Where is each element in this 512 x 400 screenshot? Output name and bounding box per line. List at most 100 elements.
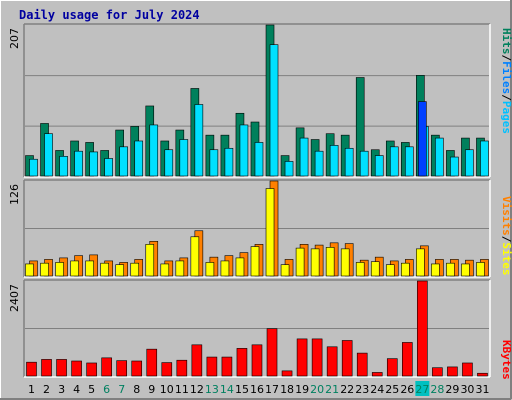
bar-sites-day-28 (431, 263, 440, 277)
day-label-5: 5 (88, 383, 95, 396)
bar-files-day-2 (44, 133, 53, 177)
bar-sites-day-26 (401, 262, 410, 277)
bar-files-day-30 (465, 149, 474, 177)
bar-kbytes-day-26 (402, 342, 413, 377)
bar-sites-day-6 (100, 262, 109, 277)
bar-files-day-28 (435, 137, 444, 177)
bar-kbytes-day-21 (326, 346, 338, 377)
bar-files-day-25 (389, 146, 399, 177)
bar-files-day-29 (450, 156, 459, 177)
bar-kbytes-day-29 (447, 366, 458, 377)
bar-files-day-1 (29, 158, 38, 177)
day-label-9: 9 (148, 383, 155, 396)
bar-kbytes-day-14 (221, 356, 233, 377)
day-label-21: 21 (325, 383, 339, 396)
bar-sites-day-29 (446, 262, 455, 277)
bar-kbytes-day-3 (56, 359, 67, 377)
bar-files-day-17 (269, 44, 279, 177)
bar-sites-day-11 (175, 260, 185, 277)
bar-sites-day-23 (355, 262, 365, 277)
bar-sites-day-15 (235, 257, 245, 277)
bar-files-day-15 (239, 124, 249, 177)
day-label-2: 2 (43, 383, 50, 396)
bar-kbytes-day-5 (86, 362, 97, 377)
bar-kbytes-day-23 (356, 352, 368, 377)
bar-sites-day-19 (295, 247, 305, 277)
bar-files-day-10 (164, 149, 174, 177)
bar-kbytes-day-6 (101, 357, 112, 377)
bar-kbytes-day-22 (341, 340, 353, 377)
bar-sites-day-20 (310, 248, 320, 277)
bar-files-day-4 (74, 150, 83, 177)
bar-sites-day-22 (340, 248, 350, 277)
day-label-20: 20 (310, 383, 324, 396)
bar-sites-day-1 (25, 263, 34, 277)
legend-entry: / (500, 236, 512, 243)
day-label-7: 7 (118, 383, 125, 396)
bar-sites-day-3 (55, 262, 64, 277)
day-label-8: 8 (133, 383, 140, 396)
bar-kbytes-day-4 (71, 360, 82, 377)
bar-sites-day-7 (115, 264, 124, 277)
day-label-1: 1 (28, 383, 35, 396)
legend-entry: Pages (500, 101, 512, 134)
day-label-26: 26 (400, 383, 414, 396)
bar-files-day-22 (344, 147, 354, 177)
bar-kbytes-day-20 (311, 338, 323, 377)
bar-kbytes-day-8 (131, 360, 143, 377)
day-label-6: 6 (103, 383, 110, 396)
y-max-label: 2407 (8, 284, 21, 312)
day-label-12: 12 (190, 383, 204, 396)
bar-kbytes-day-1 (26, 361, 37, 377)
legend-entry: Files (500, 61, 512, 94)
legend-kbytes: KBytes (500, 340, 512, 380)
bar-kbytes-day-19 (296, 338, 308, 377)
day-label-30: 30 (460, 383, 474, 396)
bar-sites-day-8 (130, 262, 140, 277)
bar-kbytes-day-11 (176, 359, 188, 377)
day-label-22: 22 (340, 383, 354, 396)
bar-sites-day-13 (205, 262, 215, 277)
bar-sites-day-4 (70, 260, 79, 277)
bar-files-day-31 (480, 140, 489, 177)
day-label-27: 27 (415, 383, 429, 396)
bar-kbytes-day-15 (236, 348, 248, 377)
bar-sites-day-18 (280, 264, 290, 277)
chart-title: Daily usage for July 2024 (19, 8, 200, 22)
today-highlight (415, 381, 430, 396)
bar-kbytes-day-18 (281, 370, 293, 377)
bar-files-day-26 (405, 146, 414, 177)
bar-kbytes-day-7 (116, 360, 127, 377)
bar-files-day-9 (149, 124, 159, 177)
bar-sites-day-9 (145, 244, 155, 277)
bar-files-day-8 (134, 140, 144, 177)
bar-kbytes-day-31 (477, 372, 488, 377)
panel-kbytes: 2407 (8, 279, 491, 378)
bar-files-day-5 (89, 151, 98, 177)
bar-files-day-7 (119, 146, 128, 177)
bar-files-day-14 (224, 147, 234, 177)
day-label-17: 17 (265, 383, 279, 396)
legend-entry: / (500, 55, 512, 62)
bar-files-day-6 (104, 158, 113, 177)
day-label-4: 4 (73, 383, 80, 396)
day-label-10: 10 (160, 383, 174, 396)
bar-sites-day-2 (40, 262, 49, 277)
panel-hits-files-pages: 207 (8, 23, 491, 178)
bar-files-day-20 (314, 150, 324, 177)
day-label-24: 24 (370, 383, 384, 396)
bar-kbytes-day-30 (462, 362, 473, 377)
day-label-11: 11 (175, 383, 189, 396)
bar-sites-day-16 (250, 246, 260, 277)
y-max-label: 126 (8, 184, 21, 205)
panel-visits-sites: 126 (8, 179, 491, 278)
bar-kbytes-day-13 (206, 356, 218, 377)
day-label-18: 18 (280, 383, 294, 396)
bar-sites-day-17 (265, 188, 275, 277)
bar-sites-day-25 (385, 264, 395, 277)
bar-kbytes-day-9 (146, 348, 158, 377)
y-max-label: 207 (8, 28, 21, 49)
bar-sites-day-10 (160, 263, 170, 277)
day-label-29: 29 (445, 383, 459, 396)
day-label-28: 28 (430, 383, 444, 396)
